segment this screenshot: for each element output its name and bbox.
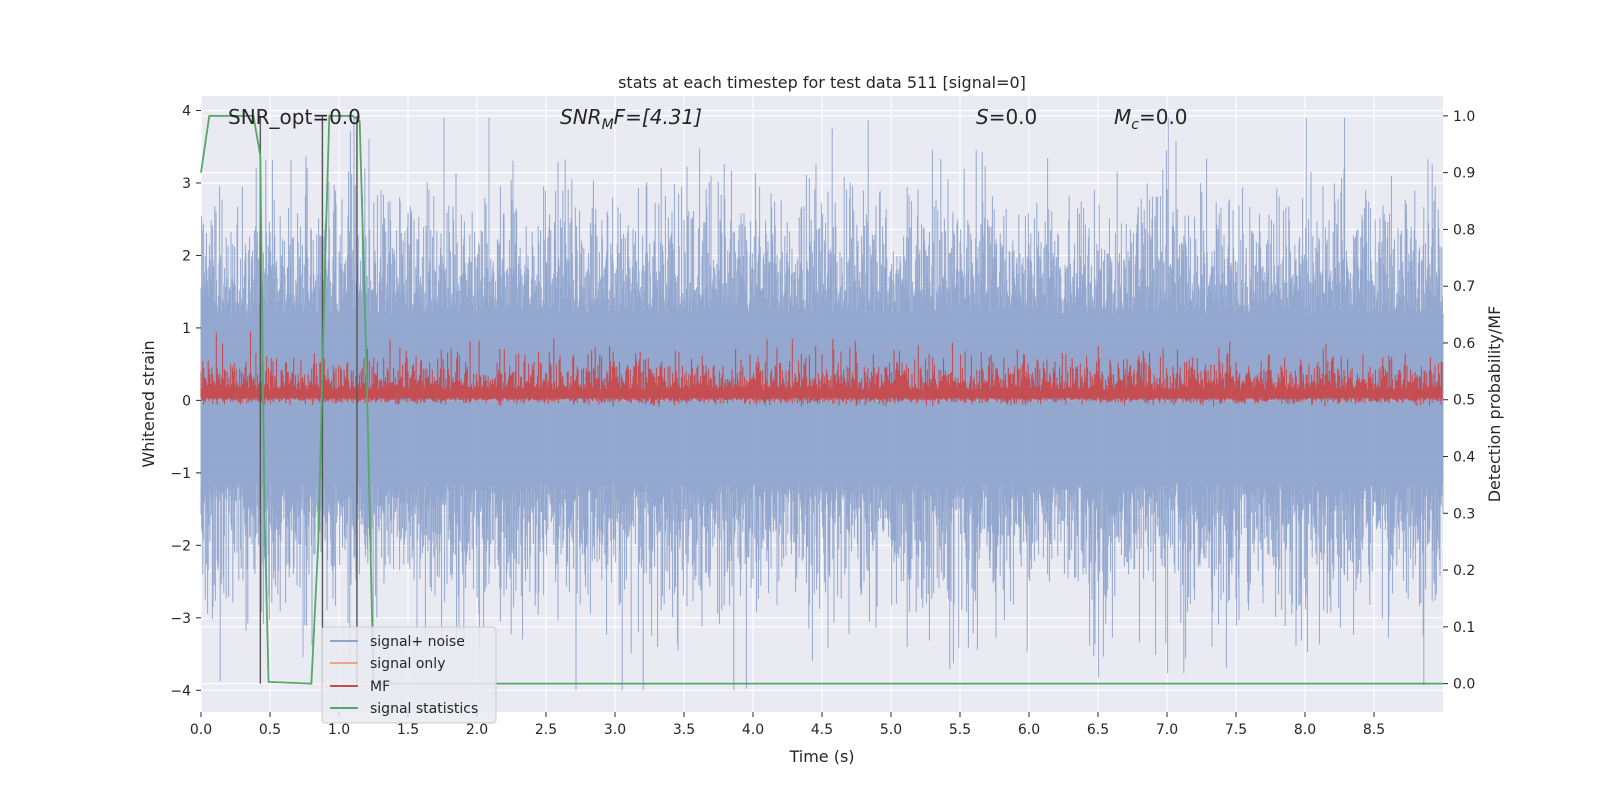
- axis-ticks: 0.0 0.5 1.0 1.5 2.0 2.5 3.0 3.5 4.0 4.5 5.0 5.5 6.0 6…: [170, 103, 1475, 738]
- x-tick-label: 2.5: [535, 722, 557, 738]
- y-axis-label: Whitened strain: [139, 340, 158, 467]
- y-tick-label: 0: [182, 393, 191, 409]
- x-tick-label: 1.5: [397, 722, 419, 738]
- y-tick-label: 3: [182, 176, 191, 192]
- x-tick-label: 2.0: [466, 722, 488, 738]
- x-tick-label: 7.0: [1156, 722, 1178, 738]
- y-right-tick-label: 0.6: [1453, 336, 1475, 352]
- y-right-tick-label: 0.9: [1453, 166, 1475, 182]
- y-tick-label: 4: [182, 103, 191, 119]
- x-tick-label: 8.0: [1294, 722, 1316, 738]
- x-tick-label: 8.5: [1363, 722, 1385, 738]
- y-axis-right-label: Detection probability/MF: [1485, 306, 1504, 503]
- x-axis-label: Time (s): [788, 747, 854, 766]
- y-right-tick-label: 0.4: [1453, 450, 1475, 466]
- y-tick-label: 2: [182, 248, 191, 264]
- legend-label-mf: MF: [370, 679, 390, 695]
- x-tick-label: 1.0: [328, 722, 350, 738]
- legend-label-signal-only: signal only: [370, 656, 445, 672]
- annotation-snr-mf: SNRMF=[4.31]: [560, 105, 702, 133]
- series-mf: [200, 331, 1443, 407]
- chart-title: stats at each timestep for test data 511…: [618, 73, 1026, 92]
- annotation-s: S=0.0: [976, 105, 1037, 129]
- y-right-tick-label: 0.8: [1453, 222, 1475, 238]
- y-tick-label: −1: [170, 466, 191, 482]
- y-tick-label: 1: [182, 321, 191, 337]
- y-right-tick-label: 0.2: [1453, 563, 1475, 579]
- y-right-tick-label: 0.0: [1453, 677, 1475, 693]
- y-right-tick-label: 0.5: [1453, 393, 1475, 409]
- x-tick-label: 4.5: [811, 722, 833, 738]
- x-tick-label: 0.0: [190, 722, 212, 738]
- y-tick-label: −4: [170, 683, 191, 699]
- y-right-tick-label: 1.0: [1453, 109, 1475, 125]
- annotation-mc: Mc=0.0: [1114, 105, 1188, 133]
- x-tick-label: 5.5: [949, 722, 971, 738]
- x-tick-label: 3.5: [673, 722, 695, 738]
- series-line-mf: [200, 331, 1443, 407]
- x-tick-label: 5.0: [880, 722, 902, 738]
- y-right-tick-label: 0.3: [1453, 506, 1475, 522]
- y-tick-label: −3: [170, 611, 191, 627]
- x-tick-label: 7.5: [1225, 722, 1247, 738]
- x-tick-label: 6.0: [1018, 722, 1040, 738]
- legend: signal+ noise signal only MF signal stat…: [321, 626, 497, 724]
- legend-label-signal-noise: signal+ noise: [370, 634, 465, 650]
- x-tick-label: 6.5: [1087, 722, 1109, 738]
- y-right-tick-label: 0.1: [1453, 620, 1475, 636]
- legend-label-signal-statistics: signal statistics: [370, 701, 478, 717]
- x-tick-label: 0.5: [259, 722, 281, 738]
- x-tick-label: 4.0: [742, 722, 764, 738]
- annotation-snr-opt: SNR_opt=0.0: [228, 105, 361, 129]
- y-tick-label: −2: [170, 538, 191, 554]
- y-right-tick-label: 0.7: [1453, 279, 1475, 295]
- legend-box: [321, 626, 497, 724]
- x-tick-label: 3.0: [604, 722, 626, 738]
